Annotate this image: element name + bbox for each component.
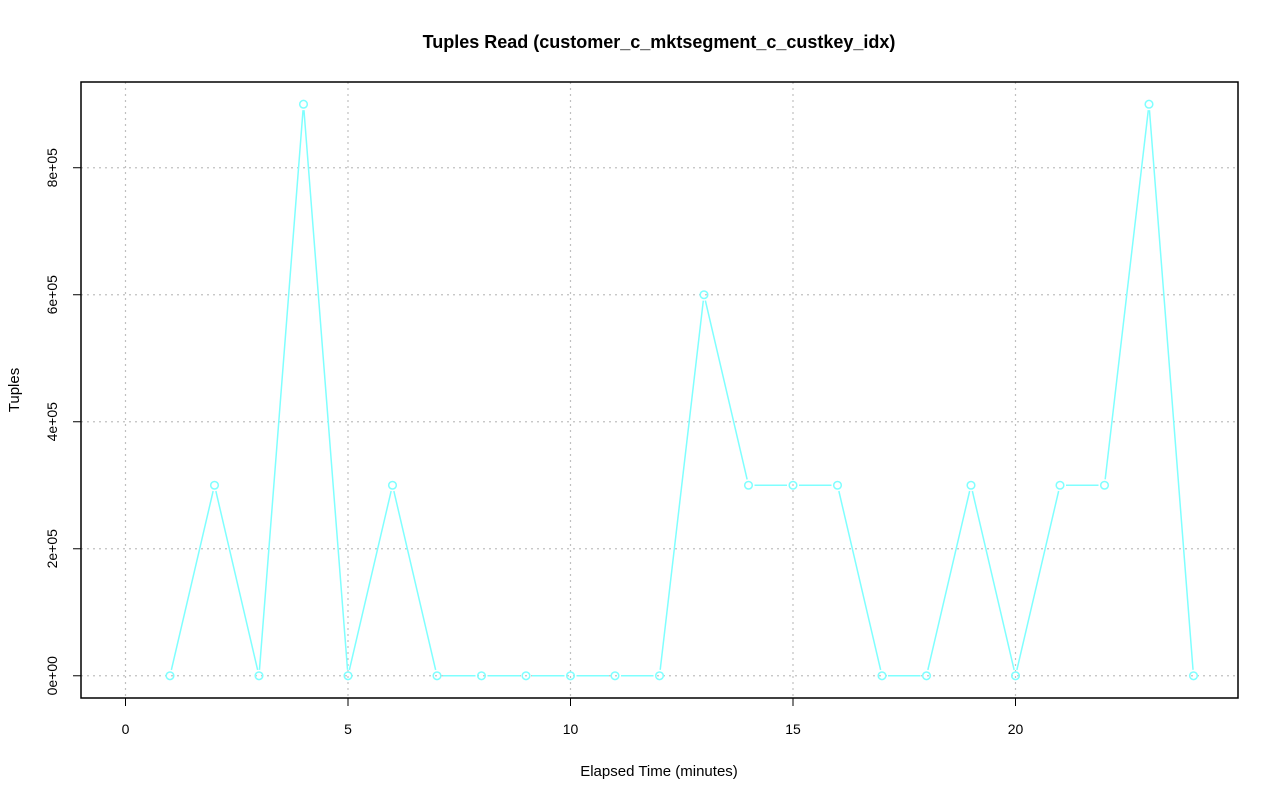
data-point-marker	[1188, 671, 1199, 681]
y-tick-label: 8e+05	[44, 148, 60, 188]
series-line-segment	[1148, 110, 1194, 670]
data-point-marker	[298, 99, 309, 109]
data-point-marker	[254, 671, 264, 681]
data-point-marker	[654, 671, 665, 681]
y-axis-label: Tuples	[6, 368, 23, 412]
series-line-segment	[215, 490, 259, 671]
x-tick-label: 15	[785, 721, 801, 737]
data-point-marker	[387, 480, 398, 490]
x-tick-label: 5	[344, 721, 352, 737]
x-axis: 0 5 10 15 20	[122, 698, 1024, 737]
grid-lines	[81, 82, 1238, 698]
data-point-marker	[165, 671, 175, 681]
data-point-marker	[921, 671, 932, 681]
series-line-segment	[170, 490, 214, 671]
y-tick-label: 4e+05	[44, 402, 60, 442]
series-0	[165, 99, 1199, 681]
y-tick-label: 2e+05	[44, 529, 60, 569]
data-point-marker	[343, 671, 353, 681]
data-series	[165, 99, 1199, 681]
y-axis: 0e+00 2e+05 4e+05 6e+05 8e+05	[44, 148, 81, 696]
series-line-segment	[258, 110, 304, 670]
data-point-marker	[521, 671, 531, 681]
data-point-marker	[610, 671, 620, 681]
series-line-segment	[348, 490, 392, 671]
y-tick-label: 0e+00	[44, 656, 60, 696]
data-point-marker	[788, 480, 798, 490]
data-point-marker	[1055, 480, 1065, 490]
series-line-segment	[1016, 490, 1060, 671]
y-tick-label: 6e+05	[44, 275, 60, 315]
data-point-marker	[1099, 480, 1110, 490]
data-point-marker	[565, 671, 576, 681]
series-line-segment	[659, 300, 705, 670]
series-line-segment	[838, 490, 882, 671]
data-point-marker	[1144, 99, 1154, 109]
x-tick-label: 0	[122, 721, 130, 737]
data-point-marker	[1010, 671, 1021, 681]
x-tick-label: 20	[1008, 721, 1024, 737]
data-point-marker	[476, 671, 487, 681]
data-point-marker	[699, 290, 709, 300]
plot-frame	[80, 81, 1239, 699]
series-line-segment	[303, 110, 349, 670]
data-point-marker	[432, 671, 442, 681]
x-axis-label: Elapsed Time (minutes)	[580, 763, 738, 780]
series-line-segment	[393, 490, 437, 671]
series-line-segment	[927, 490, 971, 671]
chart-title: Tuples Read (customer_c_mktsegment_c_cus…	[423, 32, 896, 52]
series-line-segment	[704, 300, 748, 480]
data-point-marker	[209, 480, 220, 490]
data-point-marker	[832, 480, 843, 490]
data-point-marker	[743, 480, 754, 490]
series-line-segment	[1104, 110, 1150, 480]
data-point-marker	[966, 480, 976, 490]
x-tick-label: 10	[563, 721, 579, 737]
series-line-segment	[971, 490, 1015, 671]
data-point-marker	[877, 671, 887, 681]
